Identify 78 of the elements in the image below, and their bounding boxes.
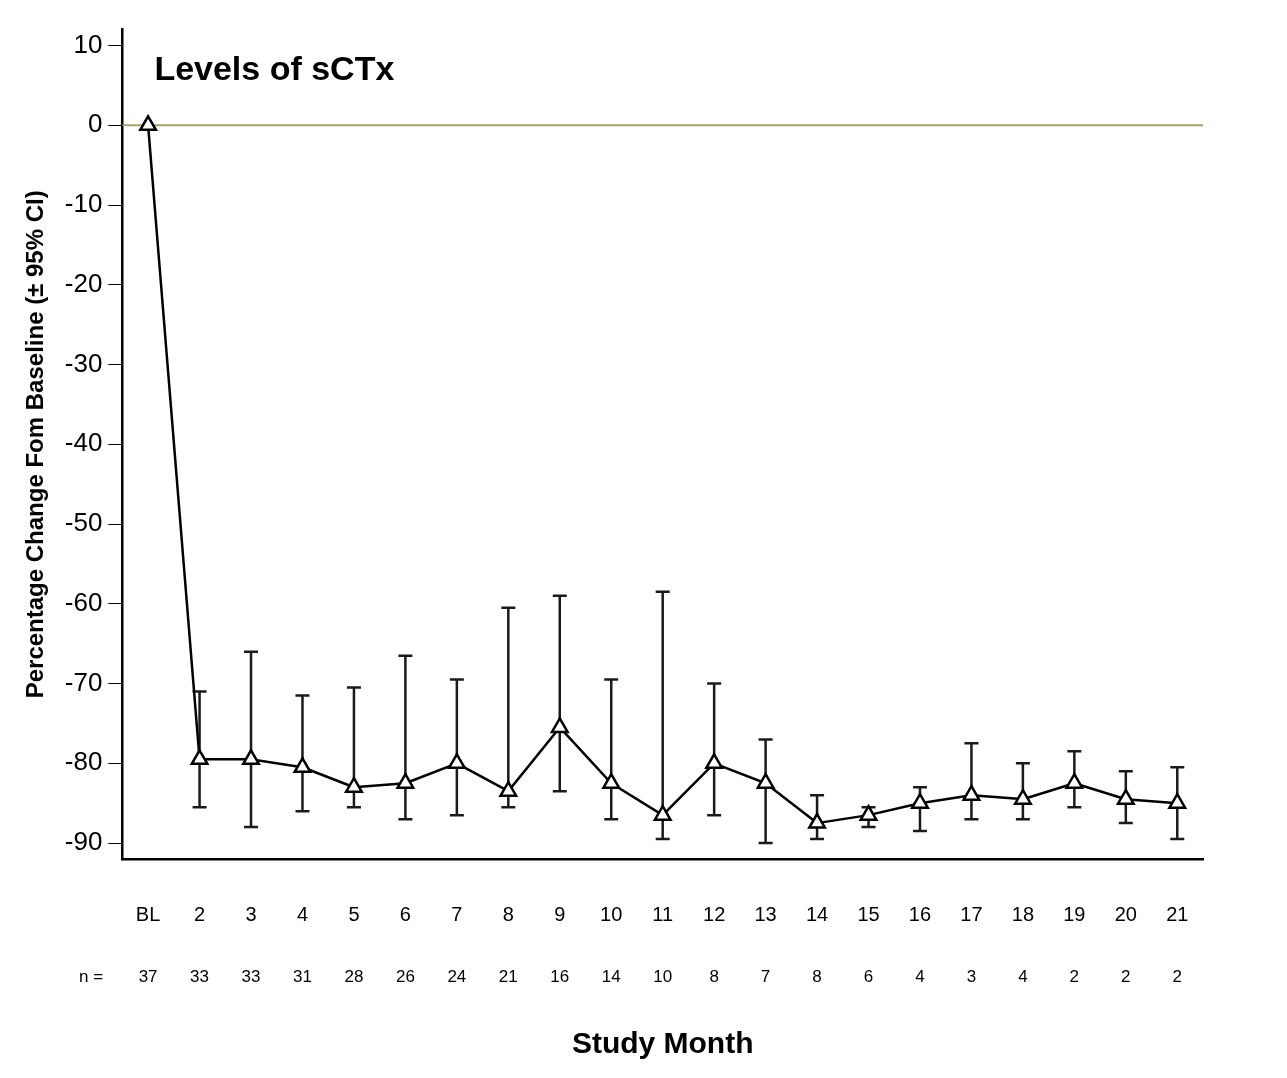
- text: 14: [601, 966, 621, 986]
- point: [910, 792, 930, 809]
- text: 33: [241, 966, 261, 986]
- x-tick-label: 17: [960, 902, 983, 925]
- point: [962, 784, 981, 801]
- text: 28: [344, 966, 364, 986]
- x-tick-label: 21: [1166, 902, 1189, 925]
- point: [756, 772, 775, 789]
- x-tick-label: 12: [703, 902, 726, 925]
- point: [1168, 792, 1187, 809]
- text: 31: [293, 966, 312, 986]
- point: [293, 757, 312, 774]
- text: 2: [1069, 966, 1080, 986]
- text: 37: [138, 966, 158, 986]
- point: [653, 804, 672, 821]
- y-tick-label: -40: [64, 427, 103, 458]
- x-tick-label: 18: [1011, 902, 1035, 925]
- point: [344, 776, 363, 793]
- x-tick-label: 11: [652, 902, 674, 925]
- text: 6: [863, 966, 874, 986]
- x-tick-label: 8: [502, 902, 514, 925]
- text: 3: [966, 966, 977, 986]
- text: 2: [1121, 966, 1131, 986]
- point: [190, 749, 209, 766]
- point: [602, 772, 621, 789]
- x-tick-label: 9: [554, 902, 566, 925]
- point: [705, 753, 724, 770]
- text: 26: [395, 966, 415, 986]
- y-tick-label: -80: [64, 746, 103, 777]
- x-tick-label: 4: [296, 902, 309, 925]
- y-tick-label: -70: [64, 666, 103, 697]
- point: [396, 772, 415, 789]
- text: 21: [498, 966, 518, 986]
- text: 8: [709, 966, 719, 986]
- x-tick-label: 5: [348, 902, 360, 925]
- text: 2: [1172, 966, 1183, 986]
- text: 8: [812, 966, 822, 986]
- x-tick-label: 20: [1114, 902, 1137, 925]
- point: [808, 812, 827, 829]
- point: [447, 753, 466, 770]
- x-tick-label: 7: [451, 902, 463, 925]
- y-tick-label: 10: [73, 28, 103, 59]
- point: [859, 804, 878, 821]
- y-tick-label: -30: [64, 347, 103, 378]
- x-tick-label: 6: [399, 902, 411, 925]
- point: [241, 749, 261, 766]
- text: 24: [447, 966, 467, 986]
- x-tick-label: 15: [857, 902, 880, 925]
- text: 4: [915, 966, 925, 986]
- point: [1013, 788, 1032, 805]
- text: 4: [1018, 966, 1028, 986]
- x-axis-title: Study Month: [571, 1026, 754, 1060]
- x-tick-label: BL: [135, 902, 161, 925]
- point: [499, 780, 518, 797]
- x-tick-label: 10: [600, 902, 623, 925]
- y-tick-label: -90: [64, 826, 103, 857]
- text: 16: [550, 966, 570, 986]
- y-tick-label: 0: [87, 108, 103, 139]
- text: n =: [79, 966, 104, 986]
- point: [1116, 788, 1135, 805]
- text: 33: [190, 966, 210, 986]
- text: 10: [653, 966, 673, 986]
- x-tick-label: 16: [908, 902, 932, 925]
- y-tick-label: -20: [64, 267, 103, 298]
- x-tick-label: 13: [754, 902, 777, 925]
- y-axis-title: Percentage Change Fom Baseline (± 95% CI): [21, 190, 49, 699]
- y-tick-label: -50: [64, 507, 103, 538]
- x-tick-label: 14: [805, 902, 829, 925]
- y-tick-label: -60: [64, 586, 103, 617]
- x-tick-label: 2: [194, 902, 206, 925]
- text: Levels of sCTx: [154, 48, 395, 87]
- x-tick-label: 3: [245, 902, 257, 925]
- text: 7: [760, 966, 771, 986]
- y-tick-label: -10: [64, 188, 103, 219]
- point: [139, 115, 158, 132]
- x-tick-label: 19: [1063, 902, 1086, 925]
- point: [1065, 772, 1084, 789]
- point: [550, 717, 569, 734]
